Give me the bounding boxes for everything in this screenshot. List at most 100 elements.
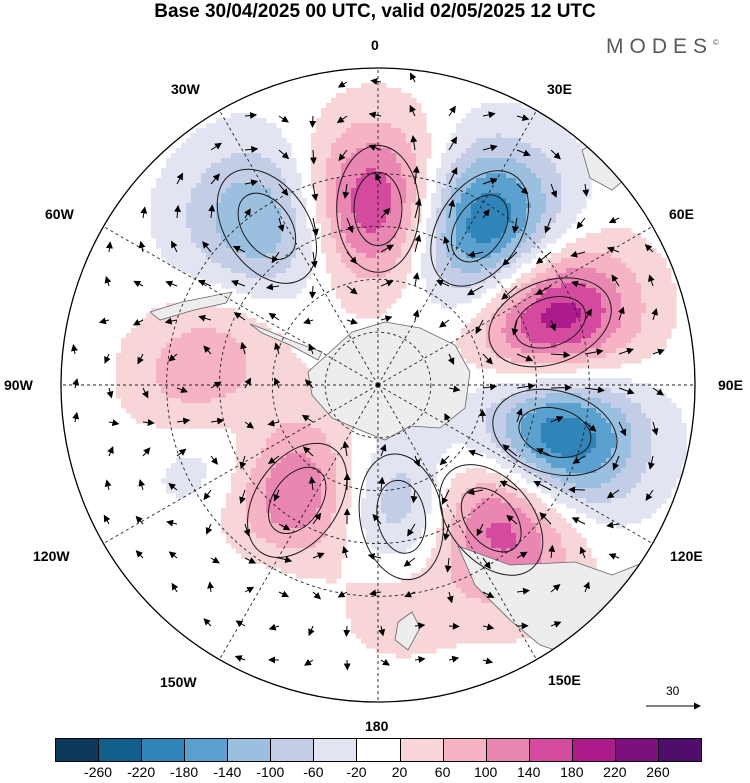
field-cell (241, 158, 247, 164)
field-cell (456, 243, 462, 249)
field-cell (166, 163, 172, 169)
field-cell (196, 423, 202, 429)
field-cell (481, 133, 487, 139)
field-cell (481, 238, 487, 244)
field-cell (271, 388, 277, 394)
field-cell (496, 428, 502, 434)
field-cell (461, 263, 467, 269)
field-cell (446, 163, 452, 169)
field-cell (516, 263, 522, 269)
field-cell (661, 338, 667, 344)
field-cell (616, 343, 622, 349)
field-cell (381, 98, 387, 104)
field-cell (351, 173, 357, 179)
field-cell (511, 183, 517, 189)
field-cell (241, 393, 247, 399)
field-cell (581, 198, 587, 204)
field-cell (531, 283, 537, 289)
field-cell (291, 293, 297, 299)
field-cell (391, 163, 397, 169)
field-cell (591, 388, 597, 394)
field-cell (561, 208, 567, 214)
field-cell (476, 333, 482, 339)
field-cell (206, 383, 212, 389)
field-cell (331, 173, 337, 179)
field-cell (576, 158, 582, 164)
field-cell (266, 138, 272, 144)
field-cell (181, 333, 187, 339)
field-cell (346, 423, 352, 429)
field-cell (316, 133, 322, 139)
field-cell (491, 108, 497, 114)
field-cell (236, 393, 242, 399)
field-cell (476, 238, 482, 244)
field-cell (506, 133, 512, 139)
field-cell (606, 273, 612, 279)
field-cell (161, 213, 167, 219)
field-cell (661, 323, 667, 329)
field-cell (226, 393, 232, 399)
field-cell (616, 418, 622, 424)
field-cell (541, 118, 547, 124)
field-cell (446, 258, 452, 264)
field-cell (176, 403, 182, 409)
field-cell (446, 288, 452, 294)
field-cell (271, 153, 277, 159)
field-cell (601, 313, 607, 319)
field-cell (381, 163, 387, 169)
field-cell (546, 293, 552, 299)
field-cell (376, 283, 382, 289)
field-cell (621, 383, 627, 389)
field-cell (476, 108, 482, 114)
field-cell (536, 303, 542, 309)
field-cell (291, 373, 297, 379)
field-cell (396, 293, 402, 299)
field-cell (306, 403, 312, 409)
field-cell (231, 358, 237, 364)
field-cell (241, 368, 247, 374)
field-cell (256, 368, 262, 374)
field-cell (556, 278, 562, 284)
field-cell (456, 223, 462, 229)
field-cell (311, 413, 317, 419)
field-cell (411, 158, 417, 164)
field-cell (206, 228, 212, 234)
field-cell (186, 208, 192, 214)
field-cell (196, 393, 202, 399)
field-cell (256, 118, 262, 124)
field-cell (491, 363, 497, 369)
field-cell (211, 133, 217, 139)
field-cell (396, 108, 402, 114)
field-cell (231, 328, 237, 334)
field-cell (571, 183, 577, 189)
field-cell (236, 258, 242, 264)
field-cell (496, 198, 502, 204)
field-cell (166, 403, 172, 409)
field-cell (326, 268, 332, 274)
field-cell (531, 388, 537, 394)
field-cell (146, 333, 152, 339)
field-cell (286, 228, 292, 234)
field-cell (166, 188, 172, 194)
field-cell (226, 123, 232, 129)
field-cell (666, 293, 672, 299)
field-cell (411, 218, 417, 224)
field-cell (491, 213, 497, 219)
field-cell (181, 148, 187, 154)
field-cell (381, 133, 387, 139)
field-cell (436, 238, 442, 244)
field-cell (411, 213, 417, 219)
field-cell (356, 168, 362, 174)
field-cell (331, 238, 337, 244)
field-cell (526, 393, 532, 399)
field-cell (596, 403, 602, 409)
field-cell (286, 398, 292, 404)
field-cell (211, 323, 217, 329)
field-cell (276, 268, 282, 274)
field-cell (201, 423, 207, 429)
field-cell (526, 148, 532, 154)
field-cell (426, 153, 432, 159)
field-cell (616, 233, 622, 239)
field-cell (511, 188, 517, 194)
